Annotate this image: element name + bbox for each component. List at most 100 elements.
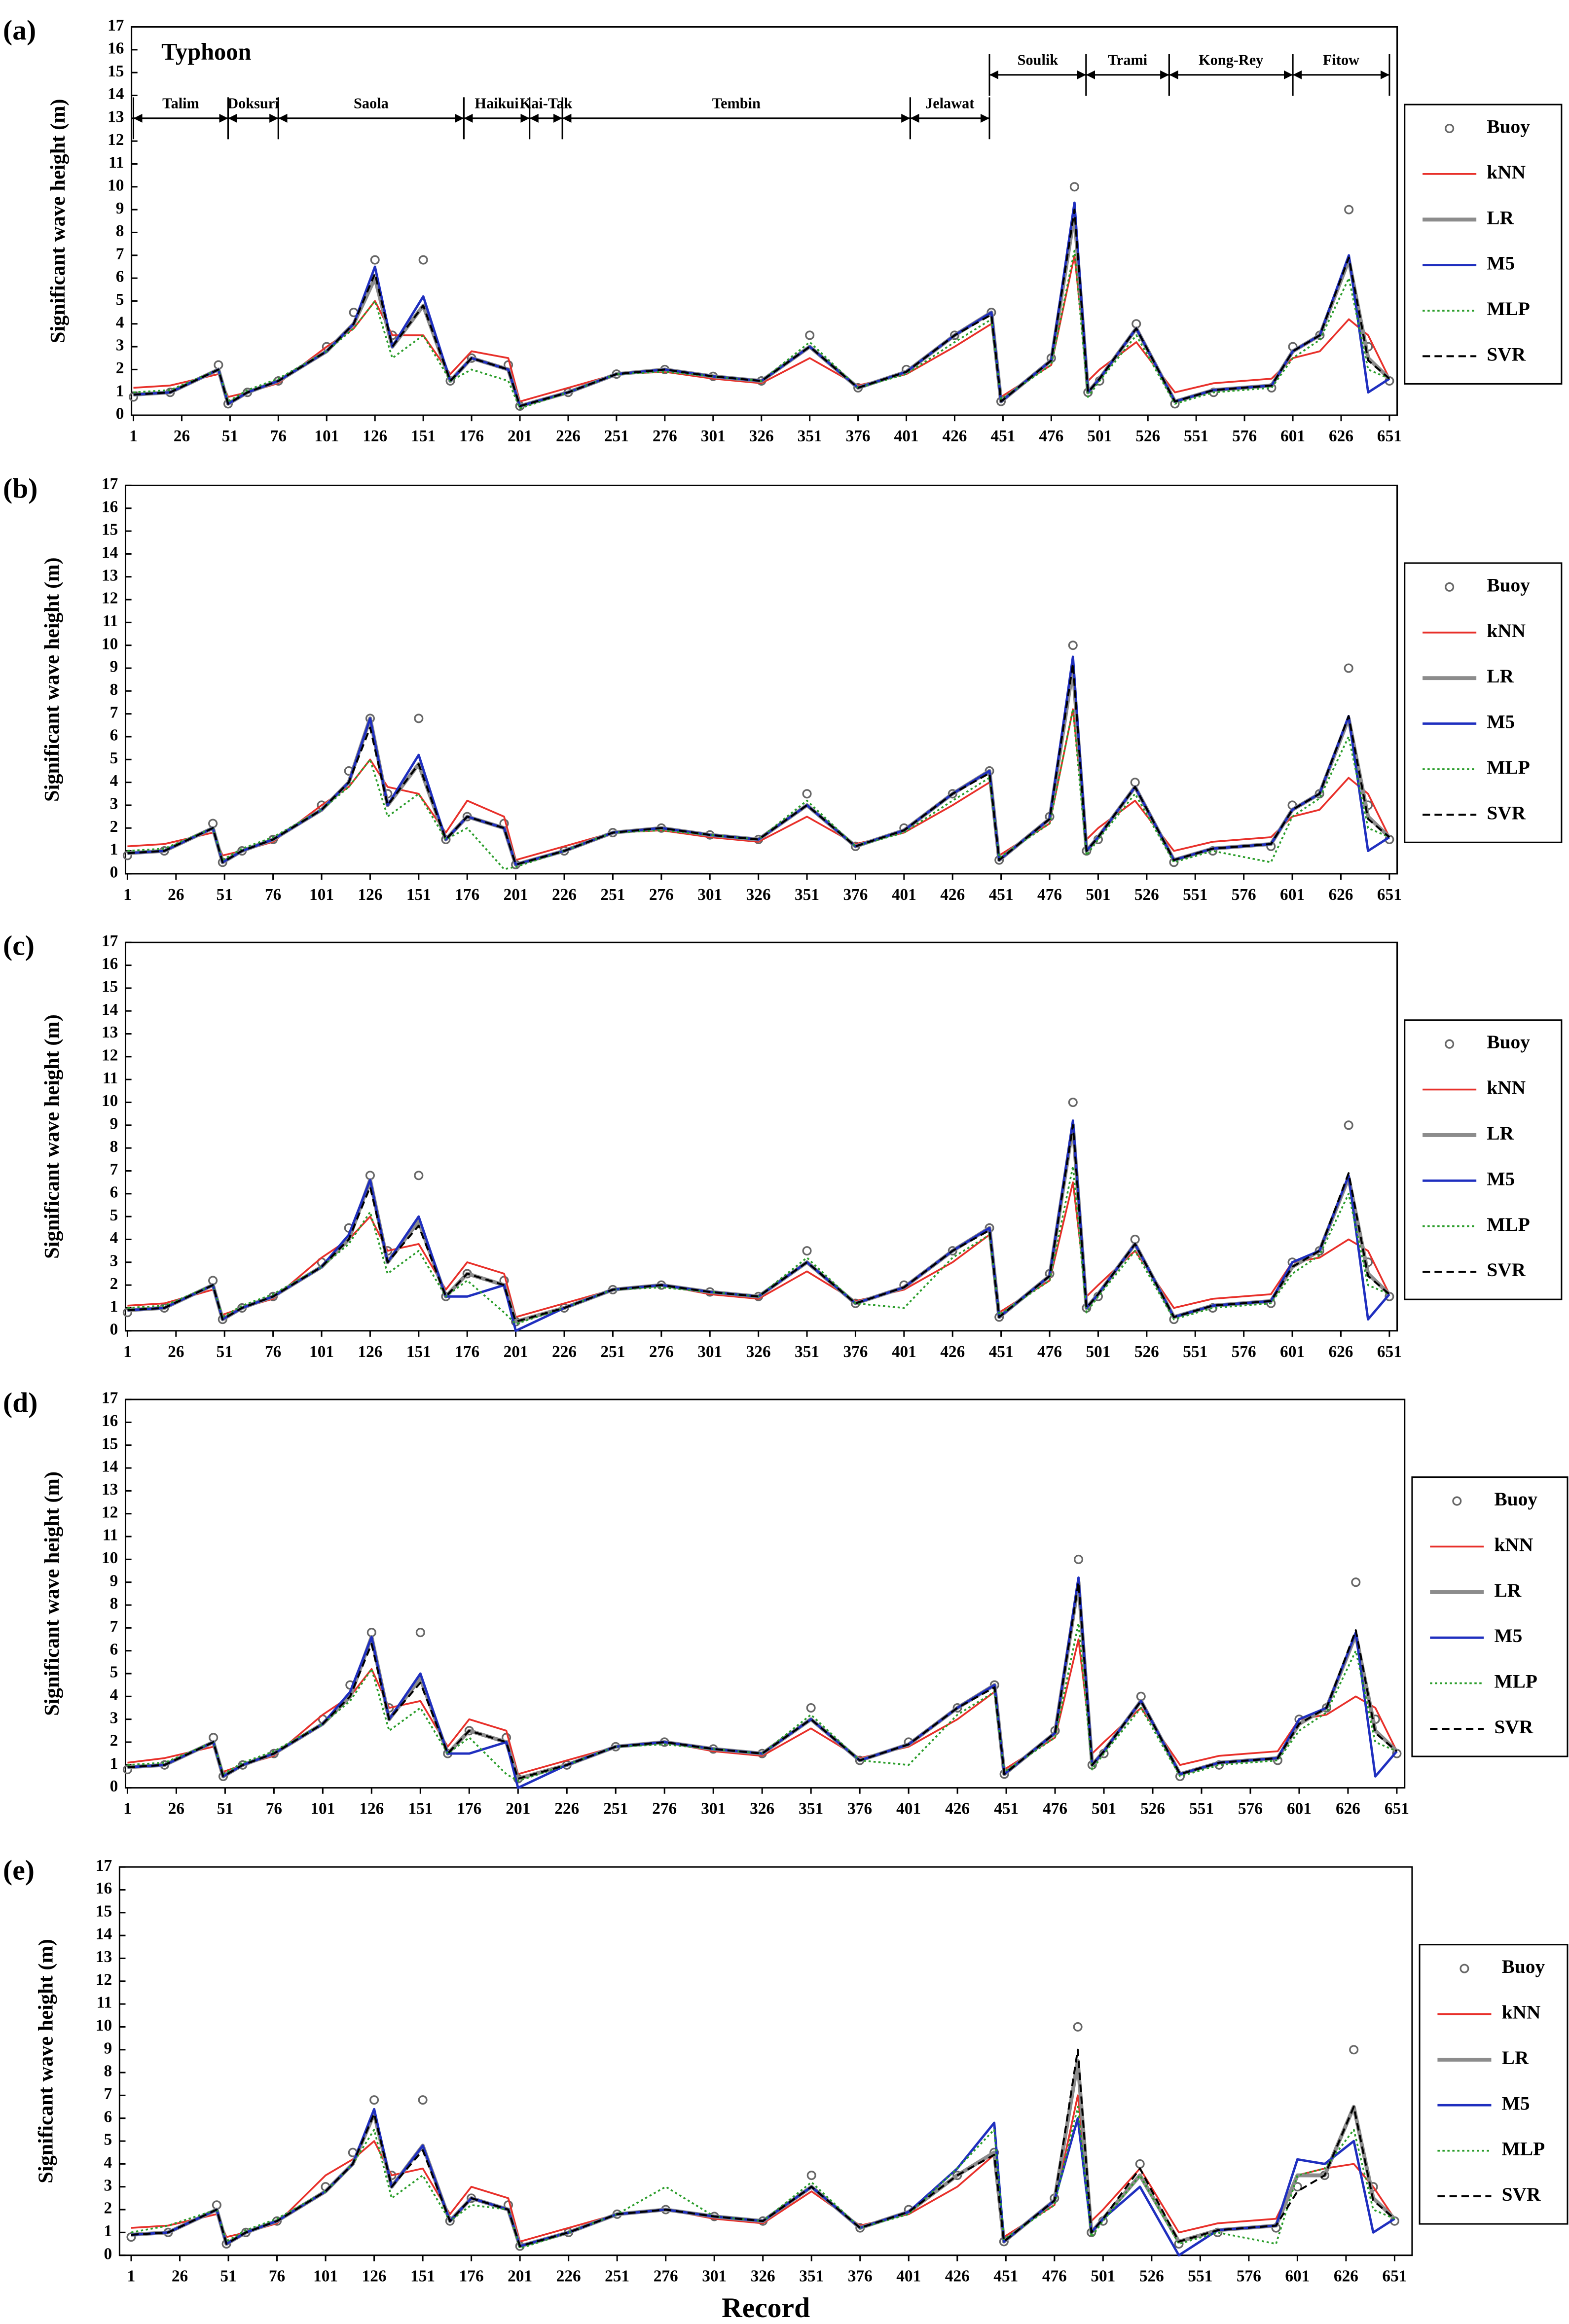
annotation-label: Trami <box>1108 51 1147 68</box>
y-tick-label: 15 <box>102 1434 118 1453</box>
y-tick-label: 2 <box>110 1732 118 1750</box>
x-tick-label: 451 <box>989 886 1014 904</box>
buoy-point <box>414 1171 424 1180</box>
x-axis-label: Record <box>722 2292 810 2324</box>
x-tick-label: 76 <box>265 1343 281 1361</box>
x-tick-label: 176 <box>455 886 479 904</box>
y-tick-label: 9 <box>110 1114 118 1133</box>
x-tick-label: 176 <box>457 1800 481 1818</box>
y-tick-label: 6 <box>116 268 124 286</box>
series-line <box>127 662 1390 866</box>
y-tick-label: 15 <box>102 978 118 996</box>
x-tick-label: 351 <box>799 2267 824 2286</box>
x-tick-label: 251 <box>604 427 629 445</box>
x-tick-label: 526 <box>1134 886 1159 904</box>
y-tick-label: 14 <box>108 85 124 103</box>
legend-marker <box>1460 1964 1469 1973</box>
y-tick-label: 0 <box>110 1777 118 1795</box>
x-tick-label: 601 <box>1287 1800 1312 1818</box>
y-tick-label: 4 <box>116 313 124 331</box>
y-tick-label: 6 <box>110 1640 118 1658</box>
y-tick-label: 1 <box>104 2222 112 2240</box>
legend-label: LR <box>1495 1579 1522 1601</box>
legend-label: LR <box>1487 1122 1514 1144</box>
x-tick-label: 501 <box>1087 427 1112 445</box>
x-tick-label: 651 <box>1377 427 1402 445</box>
x-tick-label: 326 <box>750 1800 774 1818</box>
x-tick-label: 326 <box>746 1343 771 1361</box>
y-tick-label: 1 <box>110 840 118 858</box>
legend-marker <box>1445 1039 1455 1049</box>
x-tick-label: 576 <box>1232 886 1256 904</box>
x-tick-label: 1 <box>123 1343 132 1361</box>
series-line <box>127 655 1390 866</box>
panel-label: (d) <box>3 1387 37 1418</box>
x-tick-label: 251 <box>600 886 625 904</box>
y-tick-label: 6 <box>110 726 118 745</box>
panel-label: (e) <box>3 1855 35 1886</box>
x-tick-label: 226 <box>556 2267 581 2286</box>
x-tick-label: 26 <box>174 427 190 445</box>
y-tick-label: 13 <box>102 566 118 584</box>
y-tick-label: 6 <box>110 1183 118 1201</box>
x-tick-label: 351 <box>795 1343 819 1361</box>
x-tick-label: 451 <box>993 2267 1018 2286</box>
y-tick-label: 0 <box>104 2245 112 2263</box>
y-tick-label: 4 <box>110 1229 118 1247</box>
x-tick-label: 276 <box>649 886 674 904</box>
x-tick-label: 176 <box>459 427 484 445</box>
x-tick-label: 76 <box>265 886 281 904</box>
x-tick-label: 101 <box>310 1800 335 1818</box>
legend-box <box>1411 1476 1569 1757</box>
legend-label: Buoy <box>1487 1031 1530 1053</box>
series-line <box>133 250 1390 409</box>
y-tick-label: 11 <box>103 1069 118 1087</box>
x-tick-label: 576 <box>1238 1800 1263 1818</box>
y-tick-label: 11 <box>109 153 124 172</box>
x-tick-label: 601 <box>1280 1343 1305 1361</box>
y-tick-label: 12 <box>96 1970 112 1989</box>
x-tick-label: 126 <box>359 1800 384 1818</box>
legend-label: Buoy <box>1495 1488 1538 1510</box>
x-tick-label: 426 <box>945 1800 970 1818</box>
x-tick-label: 151 <box>411 427 436 445</box>
y-tick-label: 4 <box>110 1686 118 1704</box>
x-tick-label: 51 <box>220 2267 236 2286</box>
series-line <box>127 1181 1390 1318</box>
buoy-point <box>1344 205 1354 215</box>
x-tick-label: 126 <box>358 886 382 904</box>
x-tick-label: 476 <box>1037 886 1062 904</box>
x-tick-label: 476 <box>1037 1343 1062 1361</box>
x-tick-label: 501 <box>1092 1800 1116 1818</box>
buoy-point <box>1349 2045 1359 2055</box>
y-tick-label: 14 <box>96 1925 112 1943</box>
x-tick-label: 151 <box>408 1800 433 1818</box>
plot-frame <box>124 941 1398 1332</box>
x-tick-label: 401 <box>894 427 919 445</box>
buoy-point <box>1069 182 1079 192</box>
x-tick-label: 426 <box>940 886 965 904</box>
legend-label: kNN <box>1487 1077 1526 1099</box>
legend-label: MLP <box>1487 298 1530 320</box>
x-tick-label: 251 <box>605 2267 629 2286</box>
y-tick-label: 7 <box>110 1617 118 1636</box>
y-tick-label: 7 <box>110 1160 118 1179</box>
x-tick-label: 601 <box>1280 427 1305 445</box>
y-tick-label: 8 <box>116 222 124 240</box>
legend-label: SVR <box>1502 2183 1541 2205</box>
legend-label: SVR <box>1495 1716 1533 1738</box>
legend-label: M5 <box>1495 1625 1523 1646</box>
y-tick-label: 0 <box>110 863 118 882</box>
x-tick-label: 101 <box>314 427 339 445</box>
x-tick-label: 276 <box>652 1800 677 1818</box>
series-line <box>127 1581 1398 1780</box>
y-tick-label: 13 <box>108 107 124 126</box>
x-tick-label: 551 <box>1189 1800 1214 1818</box>
panel: (e)Significant wave height (m)Record0123… <box>3 1855 1569 2324</box>
y-tick-label: 12 <box>102 1503 118 1521</box>
x-tick-label: 501 <box>1086 1343 1110 1361</box>
legend-label: M5 <box>1502 2092 1530 2114</box>
x-tick-label: 1 <box>127 2267 136 2286</box>
x-tick-label: 1 <box>123 1800 132 1818</box>
x-tick-label: 101 <box>309 1343 334 1361</box>
